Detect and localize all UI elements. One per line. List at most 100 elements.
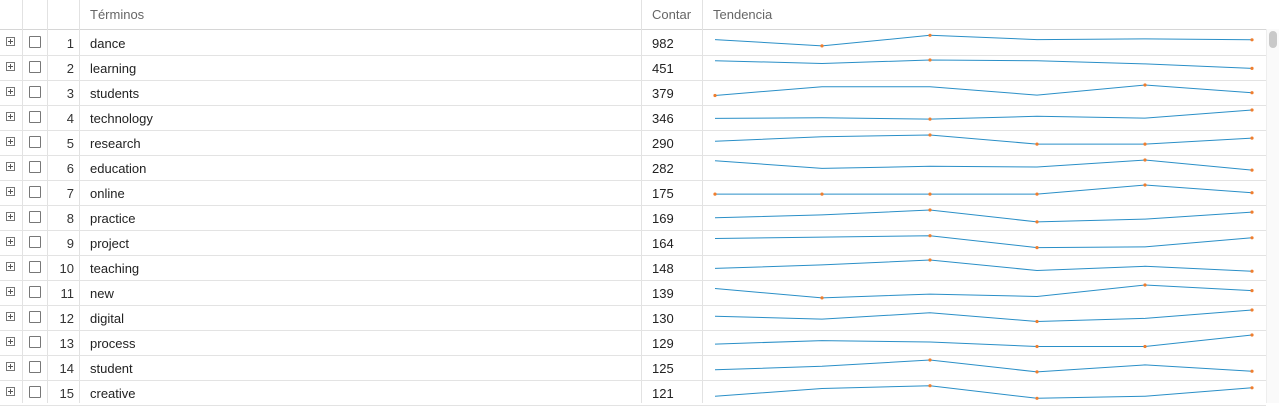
term-cell: teaching [90, 261, 140, 276]
column-divider [79, 0, 80, 403]
sparkline-path [714, 34, 1253, 47]
term-cell: dance [90, 36, 126, 51]
row-checkbox[interactable] [29, 186, 41, 198]
table-row[interactable]: 11 new 139 [0, 280, 1266, 306]
expand-icon[interactable] [6, 387, 15, 396]
row-checkbox[interactable] [29, 261, 41, 273]
row-checkbox[interactable] [29, 61, 41, 73]
count-cell: 169 [652, 211, 674, 226]
trend-sparkline [714, 33, 1254, 48]
row-index: 6 [66, 161, 74, 176]
row-checkbox[interactable] [29, 361, 41, 373]
sparkline-marker [820, 192, 824, 196]
sparkline-marker [1035, 344, 1039, 349]
trend-sparkline [713, 83, 1254, 98]
sparkline-path [714, 359, 1253, 373]
expand-icon[interactable] [6, 362, 15, 371]
column-header-terms[interactable]: Términos [90, 7, 145, 22]
expand-icon[interactable] [6, 162, 15, 171]
table-row[interactable]: 3 students 379 [0, 80, 1266, 106]
row-checkbox[interactable] [29, 286, 41, 298]
row-checkbox[interactable] [29, 386, 41, 398]
sparkline-marker [928, 133, 932, 137]
table-row[interactable]: 14 student 125 [0, 355, 1266, 381]
sparkline-path [714, 334, 1253, 347]
scrollbar-thumb[interactable] [1269, 31, 1277, 48]
term-cell: project [90, 236, 130, 251]
expand-icon[interactable] [6, 312, 15, 321]
row-checkbox[interactable] [29, 236, 41, 248]
trend-sparkline [714, 283, 1254, 300]
count-cell: 175 [652, 186, 674, 201]
row-checkbox[interactable] [29, 136, 41, 148]
table-row[interactable]: 5 research 290 [0, 130, 1266, 156]
expand-icon[interactable] [6, 87, 15, 96]
column-divider [702, 0, 703, 403]
row-checkbox[interactable] [29, 311, 41, 323]
sparkline-marker [820, 44, 824, 48]
term-cell: creative [90, 386, 136, 401]
table-row[interactable]: 8 practice 169 [0, 205, 1266, 231]
table-row[interactable]: 1 dance 982 [0, 30, 1266, 56]
sparkline-marker [1250, 369, 1254, 373]
sparkline-marker [928, 358, 932, 362]
expand-icon[interactable] [6, 112, 15, 121]
count-cell: 125 [652, 361, 674, 376]
vertical-scrollbar[interactable] [1266, 29, 1279, 403]
table-row[interactable]: 4 technology 346 [0, 105, 1266, 131]
column-header-trend[interactable]: Tendencia [713, 7, 773, 22]
sparkline-marker [928, 258, 932, 262]
row-index: 11 [60, 286, 75, 301]
expand-icon[interactable] [6, 62, 15, 71]
sparkline-marker [1143, 183, 1147, 187]
row-checkbox[interactable] [29, 211, 41, 223]
sparkline-marker [820, 296, 824, 300]
sparkline-marker [1250, 308, 1254, 312]
term-cell: practice [90, 211, 136, 226]
column-divider [22, 0, 23, 403]
sparkline-marker [713, 93, 717, 98]
sparkline-marker [928, 117, 932, 121]
row-checkbox[interactable] [29, 86, 41, 98]
trend-sparkline [714, 108, 1254, 121]
row-checkbox[interactable] [29, 36, 41, 48]
expand-icon[interactable] [6, 187, 15, 196]
row-checkbox[interactable] [29, 161, 41, 173]
trend-sparkline [714, 384, 1254, 400]
table-row[interactable]: 2 learning 451 [0, 55, 1266, 81]
expand-icon[interactable] [6, 137, 15, 146]
count-cell: 346 [652, 111, 674, 126]
table-row[interactable]: 7 online 175 [0, 180, 1266, 206]
sparkline-marker [1143, 83, 1147, 87]
table-row[interactable]: 15 creative 121 [0, 380, 1266, 406]
table-row[interactable]: 12 digital 130 [0, 305, 1266, 331]
expand-icon[interactable] [6, 237, 15, 246]
count-cell: 379 [652, 86, 674, 101]
expand-icon[interactable] [6, 287, 15, 296]
count-cell: 148 [652, 261, 674, 276]
term-cell: new [90, 286, 114, 301]
row-checkbox[interactable] [29, 336, 41, 348]
sparkline-marker [928, 384, 932, 388]
table-row[interactable]: 10 teaching 148 [0, 255, 1266, 281]
expand-icon[interactable] [6, 37, 15, 46]
row-checkbox[interactable] [29, 111, 41, 123]
trend-sparkline [714, 208, 1254, 224]
table-row[interactable]: 6 education 282 [0, 155, 1266, 181]
sparkline-marker [1250, 236, 1254, 240]
term-cell: education [90, 161, 147, 176]
sparkline-marker [1250, 386, 1254, 390]
table-row[interactable]: 13 process 129 [0, 330, 1266, 356]
expand-icon[interactable] [6, 212, 15, 221]
table-row[interactable]: 9 project 164 [0, 230, 1266, 256]
expand-icon[interactable] [6, 262, 15, 271]
sparkline-marker [1143, 158, 1147, 162]
term-cell: technology [90, 111, 153, 126]
sparkline-marker [1250, 136, 1254, 140]
trend-sparkline [714, 308, 1254, 324]
term-cell: students [90, 86, 140, 101]
count-cell: 130 [652, 311, 674, 326]
expand-icon[interactable] [6, 337, 15, 346]
column-header-count[interactable]: Contar [652, 7, 692, 22]
sparkline-path [714, 159, 1253, 171]
